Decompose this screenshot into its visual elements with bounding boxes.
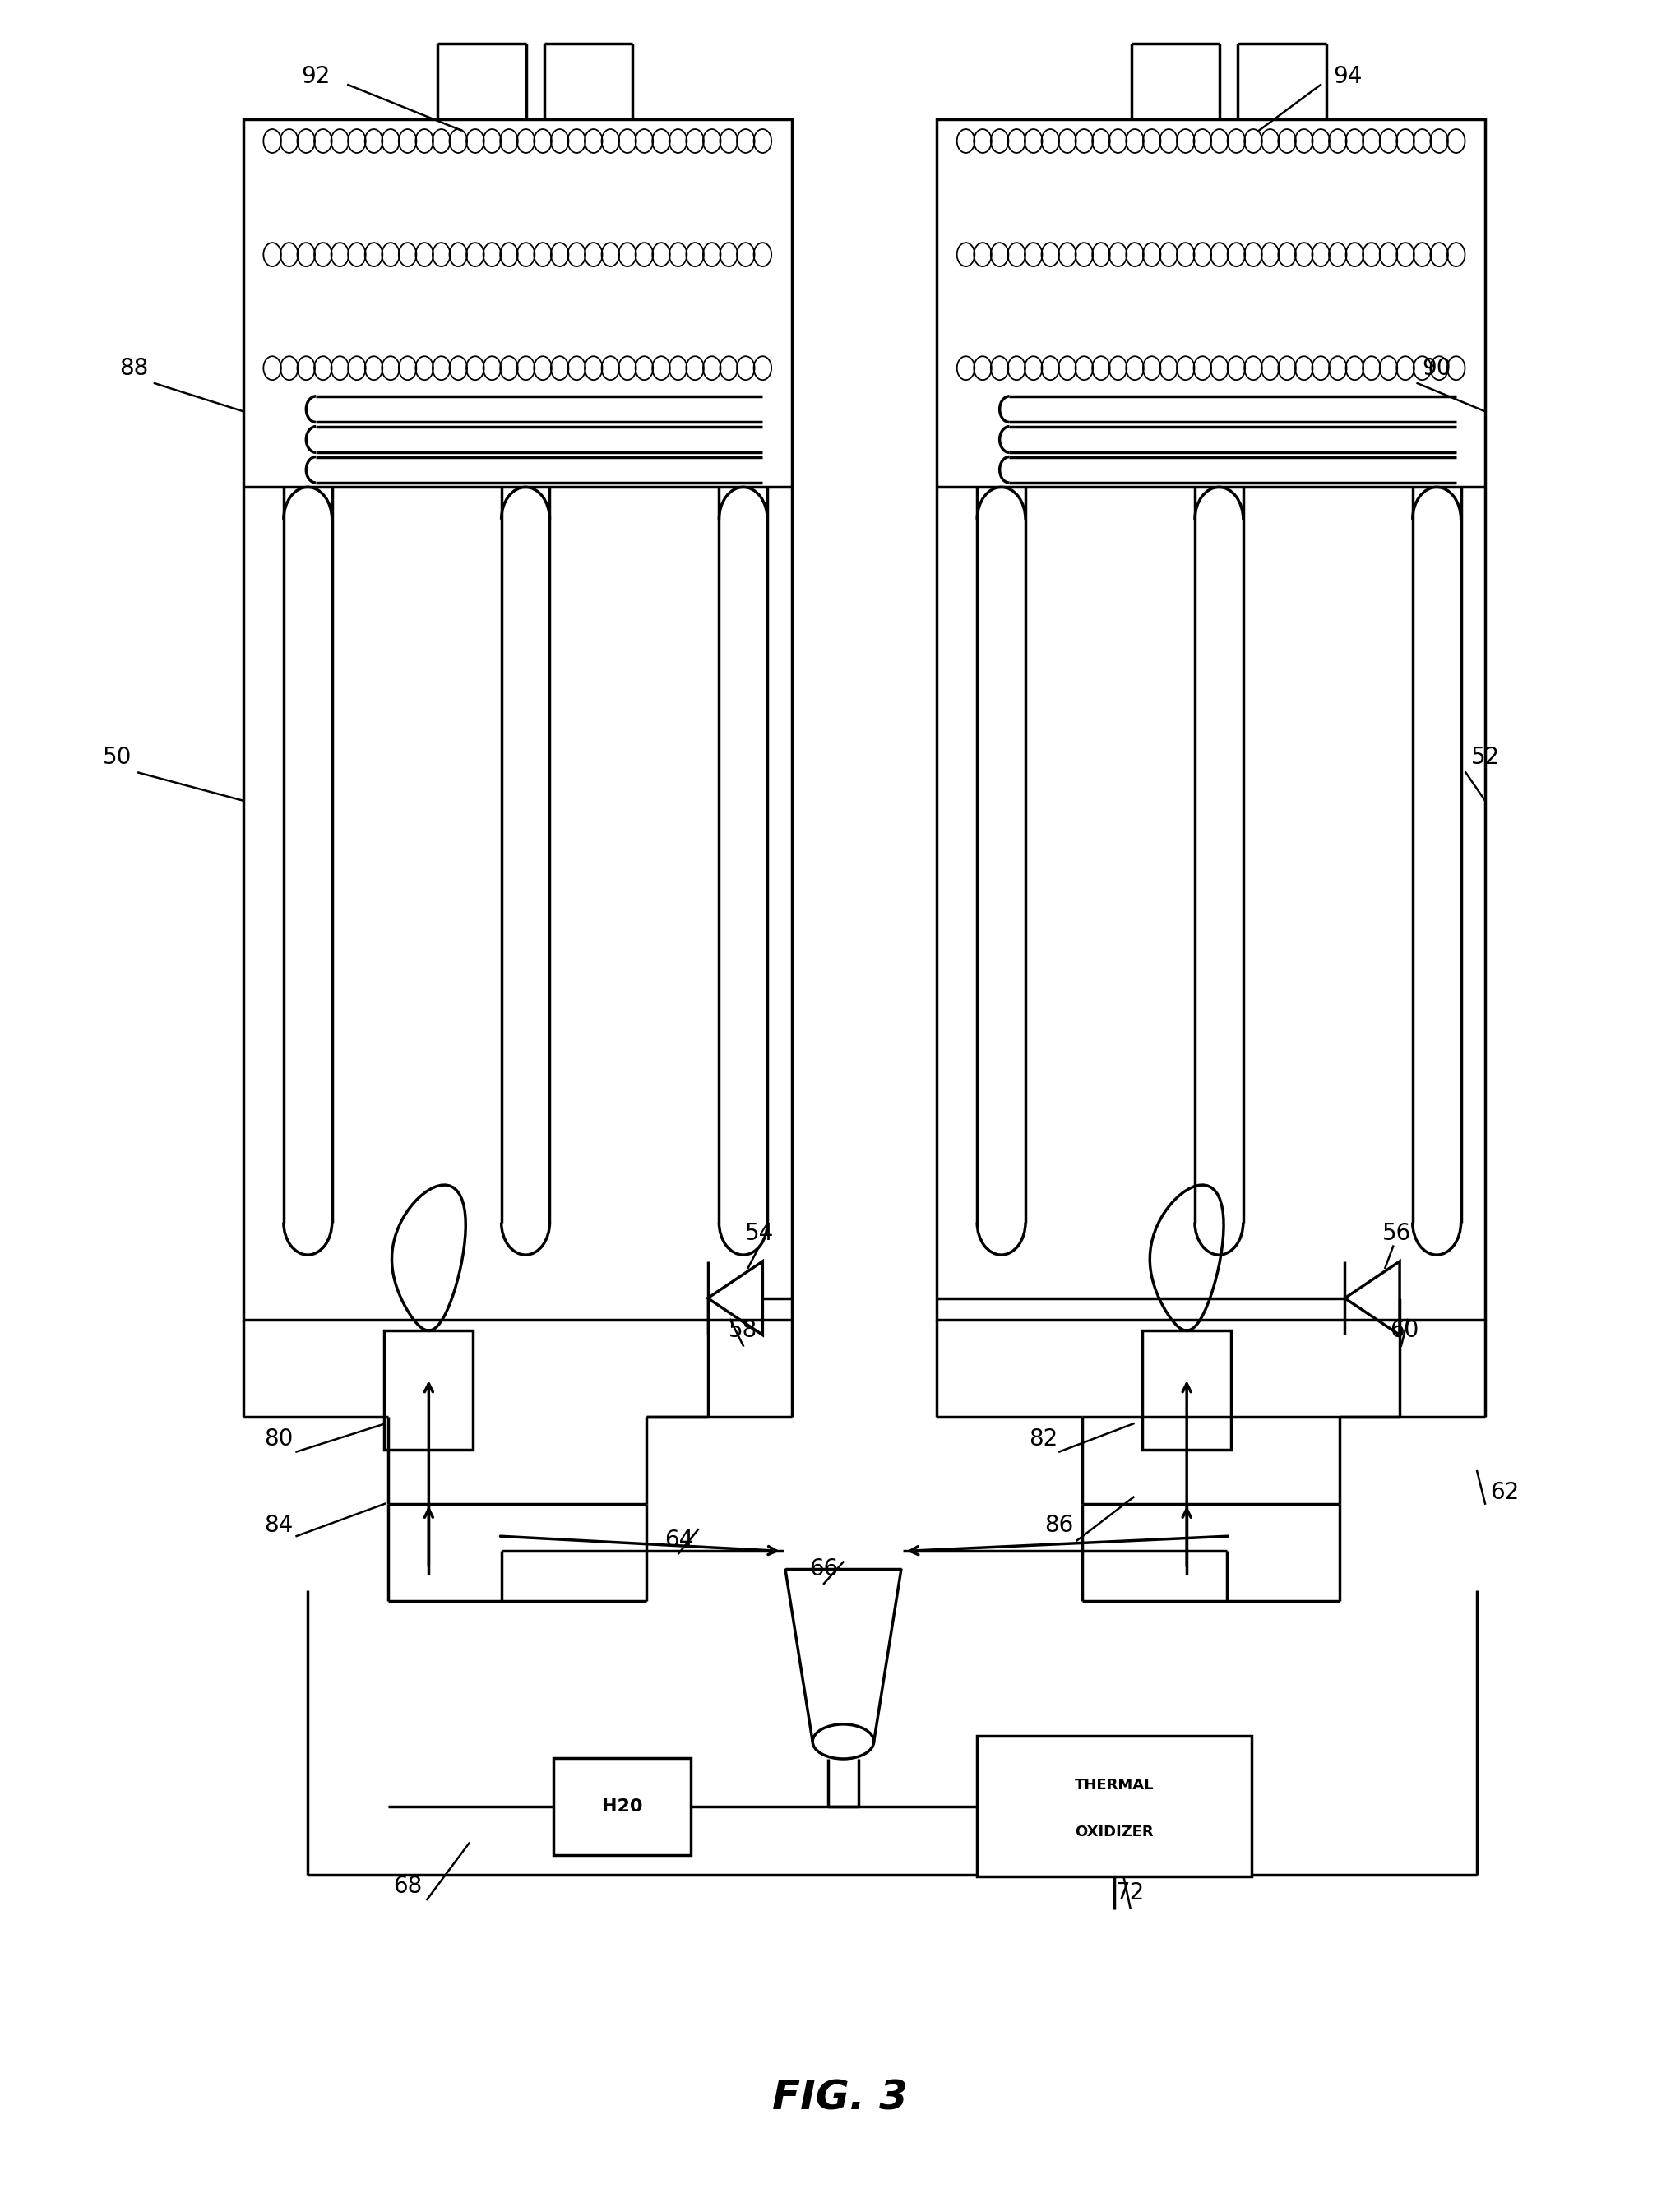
Text: 80: 80	[264, 1428, 294, 1450]
Bar	[937, 119, 1485, 1320]
Text: 60: 60	[1389, 1320, 1420, 1342]
Text: 94: 94	[1334, 64, 1362, 88]
Text: 82: 82	[1028, 1428, 1058, 1450]
Text: 90: 90	[1423, 358, 1452, 380]
Text: THERMAL: THERMAL	[1075, 1779, 1154, 1792]
Text: 84: 84	[264, 1514, 294, 1536]
Text: OXIDIZER: OXIDIZER	[1075, 1825, 1154, 1838]
Text: 88: 88	[119, 358, 148, 380]
Bar	[978, 1737, 1252, 1876]
Text: FIG. 3: FIG. 3	[773, 2079, 907, 2119]
Bar	[1142, 1331, 1231, 1450]
Text: 68: 68	[393, 1876, 422, 1898]
Text: 62: 62	[1490, 1481, 1519, 1505]
Text: 52: 52	[1470, 746, 1500, 768]
Text: 54: 54	[744, 1223, 774, 1245]
Text: 56: 56	[1383, 1223, 1411, 1245]
Text: 92: 92	[301, 64, 331, 88]
Text: 72: 72	[1116, 1880, 1144, 1905]
Bar	[385, 1331, 474, 1450]
Text: H20: H20	[601, 1799, 643, 1814]
Text: 58: 58	[729, 1320, 758, 1342]
Text: 86: 86	[1045, 1514, 1074, 1536]
Text: 50: 50	[102, 746, 133, 768]
Bar	[244, 119, 791, 1320]
Bar	[554, 1757, 690, 1856]
Text: 64: 64	[664, 1529, 694, 1552]
Text: 66: 66	[810, 1556, 838, 1580]
